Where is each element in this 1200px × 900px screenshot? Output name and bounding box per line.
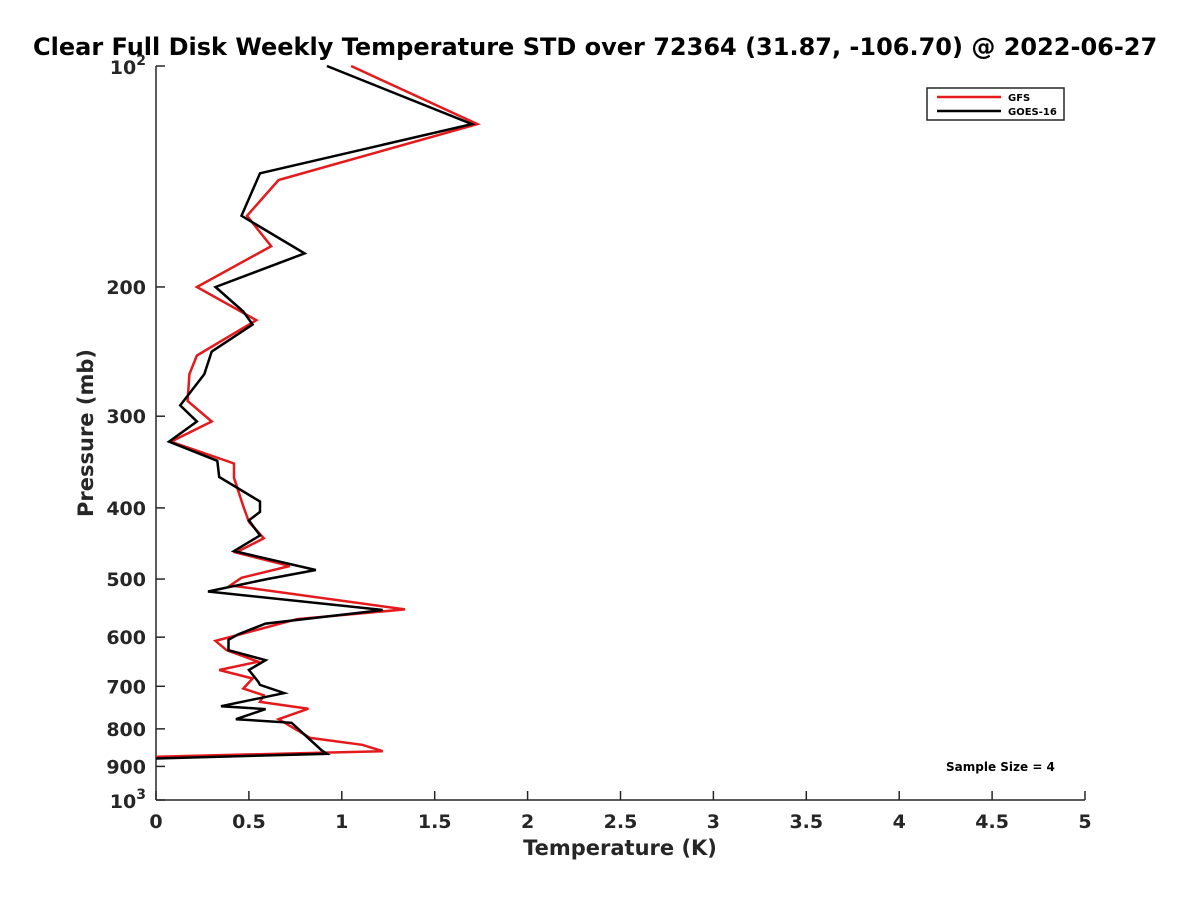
series-line-gfs bbox=[155, 64, 482, 758]
y-tick-label: 800 bbox=[106, 719, 146, 741]
x-tick-label: 2 bbox=[521, 811, 534, 833]
x-axis-label: Temperature (K) bbox=[523, 836, 717, 860]
legend-box bbox=[926, 87, 1065, 121]
y-tick-label: 400 bbox=[106, 498, 146, 520]
y-tick-label: 200 bbox=[106, 277, 146, 299]
x-tick-label: 1.5 bbox=[418, 811, 452, 833]
x-tick-label: 2.5 bbox=[604, 811, 638, 833]
y-tick-label: 700 bbox=[106, 676, 146, 698]
y-axis-label: Pressure (mb) bbox=[74, 349, 98, 517]
y-tick-label: 900 bbox=[106, 756, 146, 778]
plot-area bbox=[156, 66, 1085, 800]
x-tick-label: 0.5 bbox=[232, 811, 266, 833]
y-tick-label: 600 bbox=[106, 627, 146, 649]
y-tick-label: 102 bbox=[110, 53, 146, 79]
legend-label-goes16: GOES-16 bbox=[1008, 107, 1057, 118]
x-tick-label: 4 bbox=[893, 811, 906, 833]
chart-title: Clear Full Disk Weekly Temperature STD o… bbox=[33, 33, 1157, 61]
legend: GFS GOES-16 bbox=[926, 87, 1065, 121]
y-tick-base: 10 bbox=[110, 57, 136, 79]
x-ticks: 0 0.5 1 1.5 2 2.5 3 3.5 4 4.5 5 bbox=[149, 791, 1092, 833]
y-tick-label: 500 bbox=[106, 569, 146, 591]
x-tick-label: 4.5 bbox=[975, 811, 1009, 833]
x-tick-label: 3 bbox=[707, 811, 720, 833]
x-tick-label: 1 bbox=[335, 811, 348, 833]
y-tick-label: 300 bbox=[106, 406, 146, 428]
x-tick-label: 0 bbox=[149, 811, 162, 833]
series-line-goes-16 bbox=[155, 64, 477, 760]
y-tick-exponent: 2 bbox=[136, 53, 146, 69]
y-tick-label: 103 bbox=[110, 787, 146, 813]
x-tick-label: 5 bbox=[1078, 811, 1091, 833]
y-tick-exponent: 3 bbox=[136, 787, 146, 803]
y-tick-base: 10 bbox=[110, 791, 136, 813]
sample-size-annotation: Sample Size = 4 bbox=[946, 760, 1055, 774]
legend-label-gfs: GFS bbox=[1008, 93, 1030, 104]
x-tick-label: 3.5 bbox=[789, 811, 823, 833]
series-layer bbox=[155, 64, 482, 760]
